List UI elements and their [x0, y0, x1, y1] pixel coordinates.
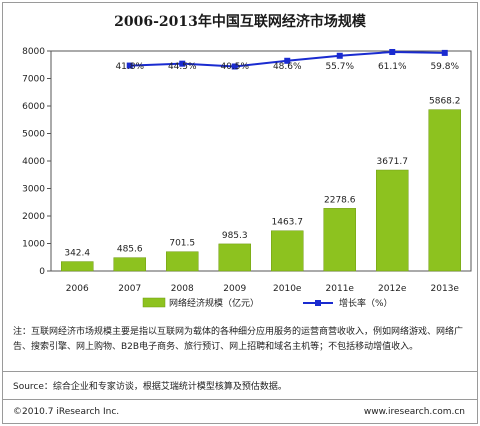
bar-value-label: 3671.7: [377, 157, 409, 167]
bar: [323, 208, 356, 272]
y-tick-label: 8000: [22, 47, 45, 57]
x-tick-label: 2007: [118, 284, 141, 294]
chart-canvas: 0 1000 2000 3000 4000 5000 6000 7000 8000 2006 200…: [22, 47, 472, 309]
legend-bar-label: 网络经济规模（亿元）: [169, 297, 259, 309]
footnote: 注：互联网经济市场规模主要是指以互联网为载体的各种细分应用服务的运营商营收收入，…: [13, 327, 464, 352]
chart-title: 2006-2013年中国互联网经济市场规模: [114, 14, 366, 30]
source-text: Source：综合企业和专家访谈，根据艾瑞统计模型核算及预估数据。: [13, 382, 287, 392]
y-tick-label: 7000: [22, 75, 45, 85]
x-tick-label: 2011e: [326, 284, 355, 294]
growth-value-label: 59.8%: [430, 62, 459, 72]
divider-bottom: [3, 399, 477, 400]
x-tick-label: 2010e: [273, 284, 302, 294]
y-tick-label: 4000: [22, 157, 45, 167]
bar: [218, 243, 251, 272]
x-tick-label: 2009: [223, 284, 246, 294]
y-tick-label: 6000: [22, 102, 45, 112]
bar-value-label: 1463.7: [272, 218, 304, 228]
x-tick-label: 2006: [66, 284, 89, 294]
growth-marker: [231, 63, 238, 70]
growth-marker: [336, 52, 343, 59]
growth-value-label: 61.1%: [378, 62, 407, 72]
bar-value-label: 2278.6: [324, 195, 356, 205]
divider-top: [3, 371, 477, 372]
growth-marker: [284, 57, 291, 64]
bar-value-label: 485.6: [117, 245, 143, 255]
y-tick-label: 2000: [22, 212, 45, 222]
bar-value-label: 701.5: [169, 239, 195, 249]
bar-value-label: 342.4: [64, 249, 90, 259]
copyright-text: ©2010.7 iResearch Inc.: [13, 407, 120, 417]
x-tick-label: 2008: [171, 284, 194, 294]
growth-value-label: 41.8%: [115, 62, 144, 72]
growth-value-label: 55.7%: [325, 62, 354, 72]
growth-marker: [126, 62, 133, 69]
legend-line-label: 增长率（%）: [339, 297, 393, 309]
bar-value-label: 985.3: [222, 231, 248, 241]
bar: [113, 257, 146, 272]
bar: [166, 251, 199, 272]
y-tick-label: 0: [39, 267, 45, 277]
x-tick-label: 2013e: [431, 284, 460, 294]
website-text: www.iresearch.com.cn: [363, 407, 465, 417]
legend-bar-swatch: [142, 297, 166, 308]
bar-value-label: 5868.2: [429, 97, 461, 107]
bar: [428, 109, 461, 272]
bar: [376, 169, 409, 272]
y-tick-label: 1000: [22, 240, 45, 250]
bar: [271, 230, 304, 272]
growth-marker: [179, 60, 186, 67]
legend-line-marker: [315, 300, 321, 306]
growth-value-label: 40.5%: [220, 62, 249, 72]
x-tick-label: 2012e: [378, 284, 407, 294]
growth-value-label: 44.5%: [168, 62, 197, 72]
growth-marker: [441, 49, 448, 56]
growth-marker: [389, 48, 396, 55]
y-tick-label: 5000: [22, 130, 45, 140]
y-tick-label: 3000: [22, 185, 45, 195]
growth-value-label: 48.6%: [273, 62, 302, 72]
bar: [61, 261, 94, 272]
